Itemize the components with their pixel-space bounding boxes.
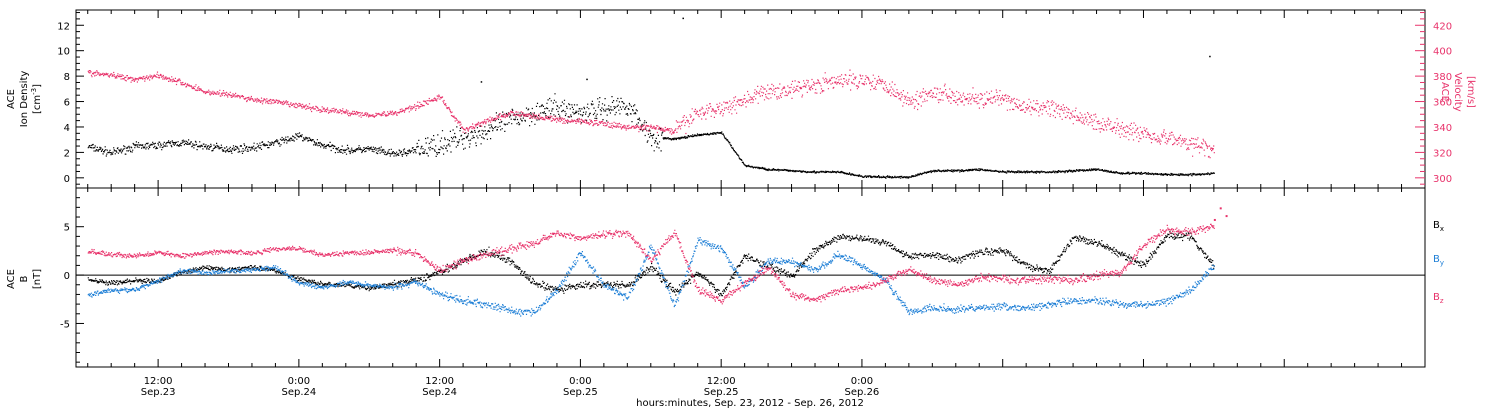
velocity-points bbox=[87, 69, 1215, 159]
time-tick-label: 12:00 bbox=[425, 376, 454, 387]
density-tick-label: 6 bbox=[64, 98, 70, 109]
date-tick-label: Sep.25 bbox=[704, 387, 739, 398]
velocity-tick-label: 320 bbox=[1433, 148, 1452, 159]
magnetic-field-panel: -5 0 5 ACE B [nT] Bx By Bz bbox=[6, 187, 1444, 368]
velocity-tick-label: 340 bbox=[1433, 123, 1452, 134]
time-axis-title: hours:minutes, Sep. 23, 2012 - Sep. 26, … bbox=[636, 398, 864, 409]
density-axis-label-line1: ACE bbox=[6, 89, 17, 109]
date-tick-label: Sep.23 bbox=[141, 387, 176, 398]
velocity-axis-label-line1: ACE bbox=[1439, 82, 1450, 102]
density-axis-unit: [cm-3] bbox=[30, 84, 43, 114]
by-series-points bbox=[87, 237, 1215, 317]
density-velocity-panel: 0 2 4 6 8 10 12 300 320 340 360 380 400 420 ACE Ion … bbox=[6, 9, 1476, 189]
velocity-tick-label: 380 bbox=[1433, 72, 1452, 83]
b-tick-label: -5 bbox=[60, 319, 70, 330]
bz-tail-point bbox=[1225, 215, 1228, 218]
velocity-axis-ticks: 300 320 340 360 380 400 420 bbox=[1415, 12, 1452, 185]
velocity-axis-label-line2: Velocity bbox=[1452, 72, 1463, 111]
date-tick-label: Sep.26 bbox=[845, 387, 880, 398]
bx-series-points bbox=[87, 231, 1215, 297]
bz-tail-point bbox=[1219, 207, 1222, 210]
time-tick-label: 0:00 bbox=[569, 376, 591, 387]
bz-series-trace bbox=[88, 225, 1214, 299]
velocity-tick-label: 300 bbox=[1433, 174, 1452, 185]
ion-density-outlier bbox=[586, 78, 588, 81]
density-axis-label-line2: Ion Density bbox=[19, 71, 30, 128]
ion-density-outlier bbox=[480, 81, 483, 83]
b-axis-ticks: -5 0 5 bbox=[60, 197, 84, 363]
density-axis-ticks: 0 2 4 6 8 10 12 bbox=[57, 12, 84, 185]
bz-tail-point bbox=[1213, 218, 1216, 221]
velocity-axis-unit: [km/s] bbox=[1465, 76, 1476, 108]
time-tick-label: 0:00 bbox=[851, 376, 873, 387]
top-panel-points bbox=[87, 17, 1215, 179]
ion-density-outlier bbox=[682, 17, 684, 20]
density-tick-label: 8 bbox=[64, 72, 70, 83]
top-panel-frame bbox=[75, 9, 1426, 189]
date-tick-label: Sep.24 bbox=[422, 387, 457, 398]
density-tick-label: 12 bbox=[57, 21, 70, 32]
velocity-trace bbox=[88, 72, 1214, 150]
density-tick-label: 4 bbox=[64, 123, 70, 134]
velocity-tick-label: 360 bbox=[1433, 98, 1452, 109]
b-axis-unit: [nT] bbox=[32, 269, 43, 289]
density-tick-label: 10 bbox=[57, 47, 70, 58]
velocity-tick-label: 420 bbox=[1433, 21, 1452, 32]
time-axis: 12:00Sep.230:00Sep.2412:00Sep.240:00Sep.… bbox=[87, 10, 1403, 398]
b-axis-label-line1: ACE bbox=[6, 269, 17, 289]
bottom-panel-frame bbox=[75, 187, 1426, 368]
date-tick-label: Sep.24 bbox=[281, 387, 316, 398]
bx-series-trace bbox=[88, 234, 1214, 294]
b-tick-label: 5 bbox=[64, 223, 70, 234]
bottom-panel-points bbox=[87, 207, 1228, 317]
density-tick-label: 0 bbox=[64, 174, 70, 185]
ion-density-outlier bbox=[1209, 55, 1211, 58]
velocity-tick-label: 400 bbox=[1433, 47, 1452, 58]
legend-bz: Bz bbox=[1433, 292, 1444, 305]
date-tick-label: Sep.25 bbox=[563, 387, 598, 398]
ion-density-trace bbox=[88, 104, 1214, 177]
ion-density-points bbox=[87, 93, 1215, 179]
b-tick-label: 0 bbox=[64, 271, 70, 282]
b-axis-label-line2: B bbox=[19, 275, 30, 282]
time-tick-label: 12:00 bbox=[707, 376, 736, 387]
density-tick-label: 2 bbox=[64, 148, 70, 159]
legend-bx: Bx bbox=[1433, 220, 1444, 233]
legend-by: By bbox=[1433, 254, 1444, 267]
time-tick-label: 0:00 bbox=[288, 376, 310, 387]
time-tick-label: 12:00 bbox=[144, 376, 173, 387]
